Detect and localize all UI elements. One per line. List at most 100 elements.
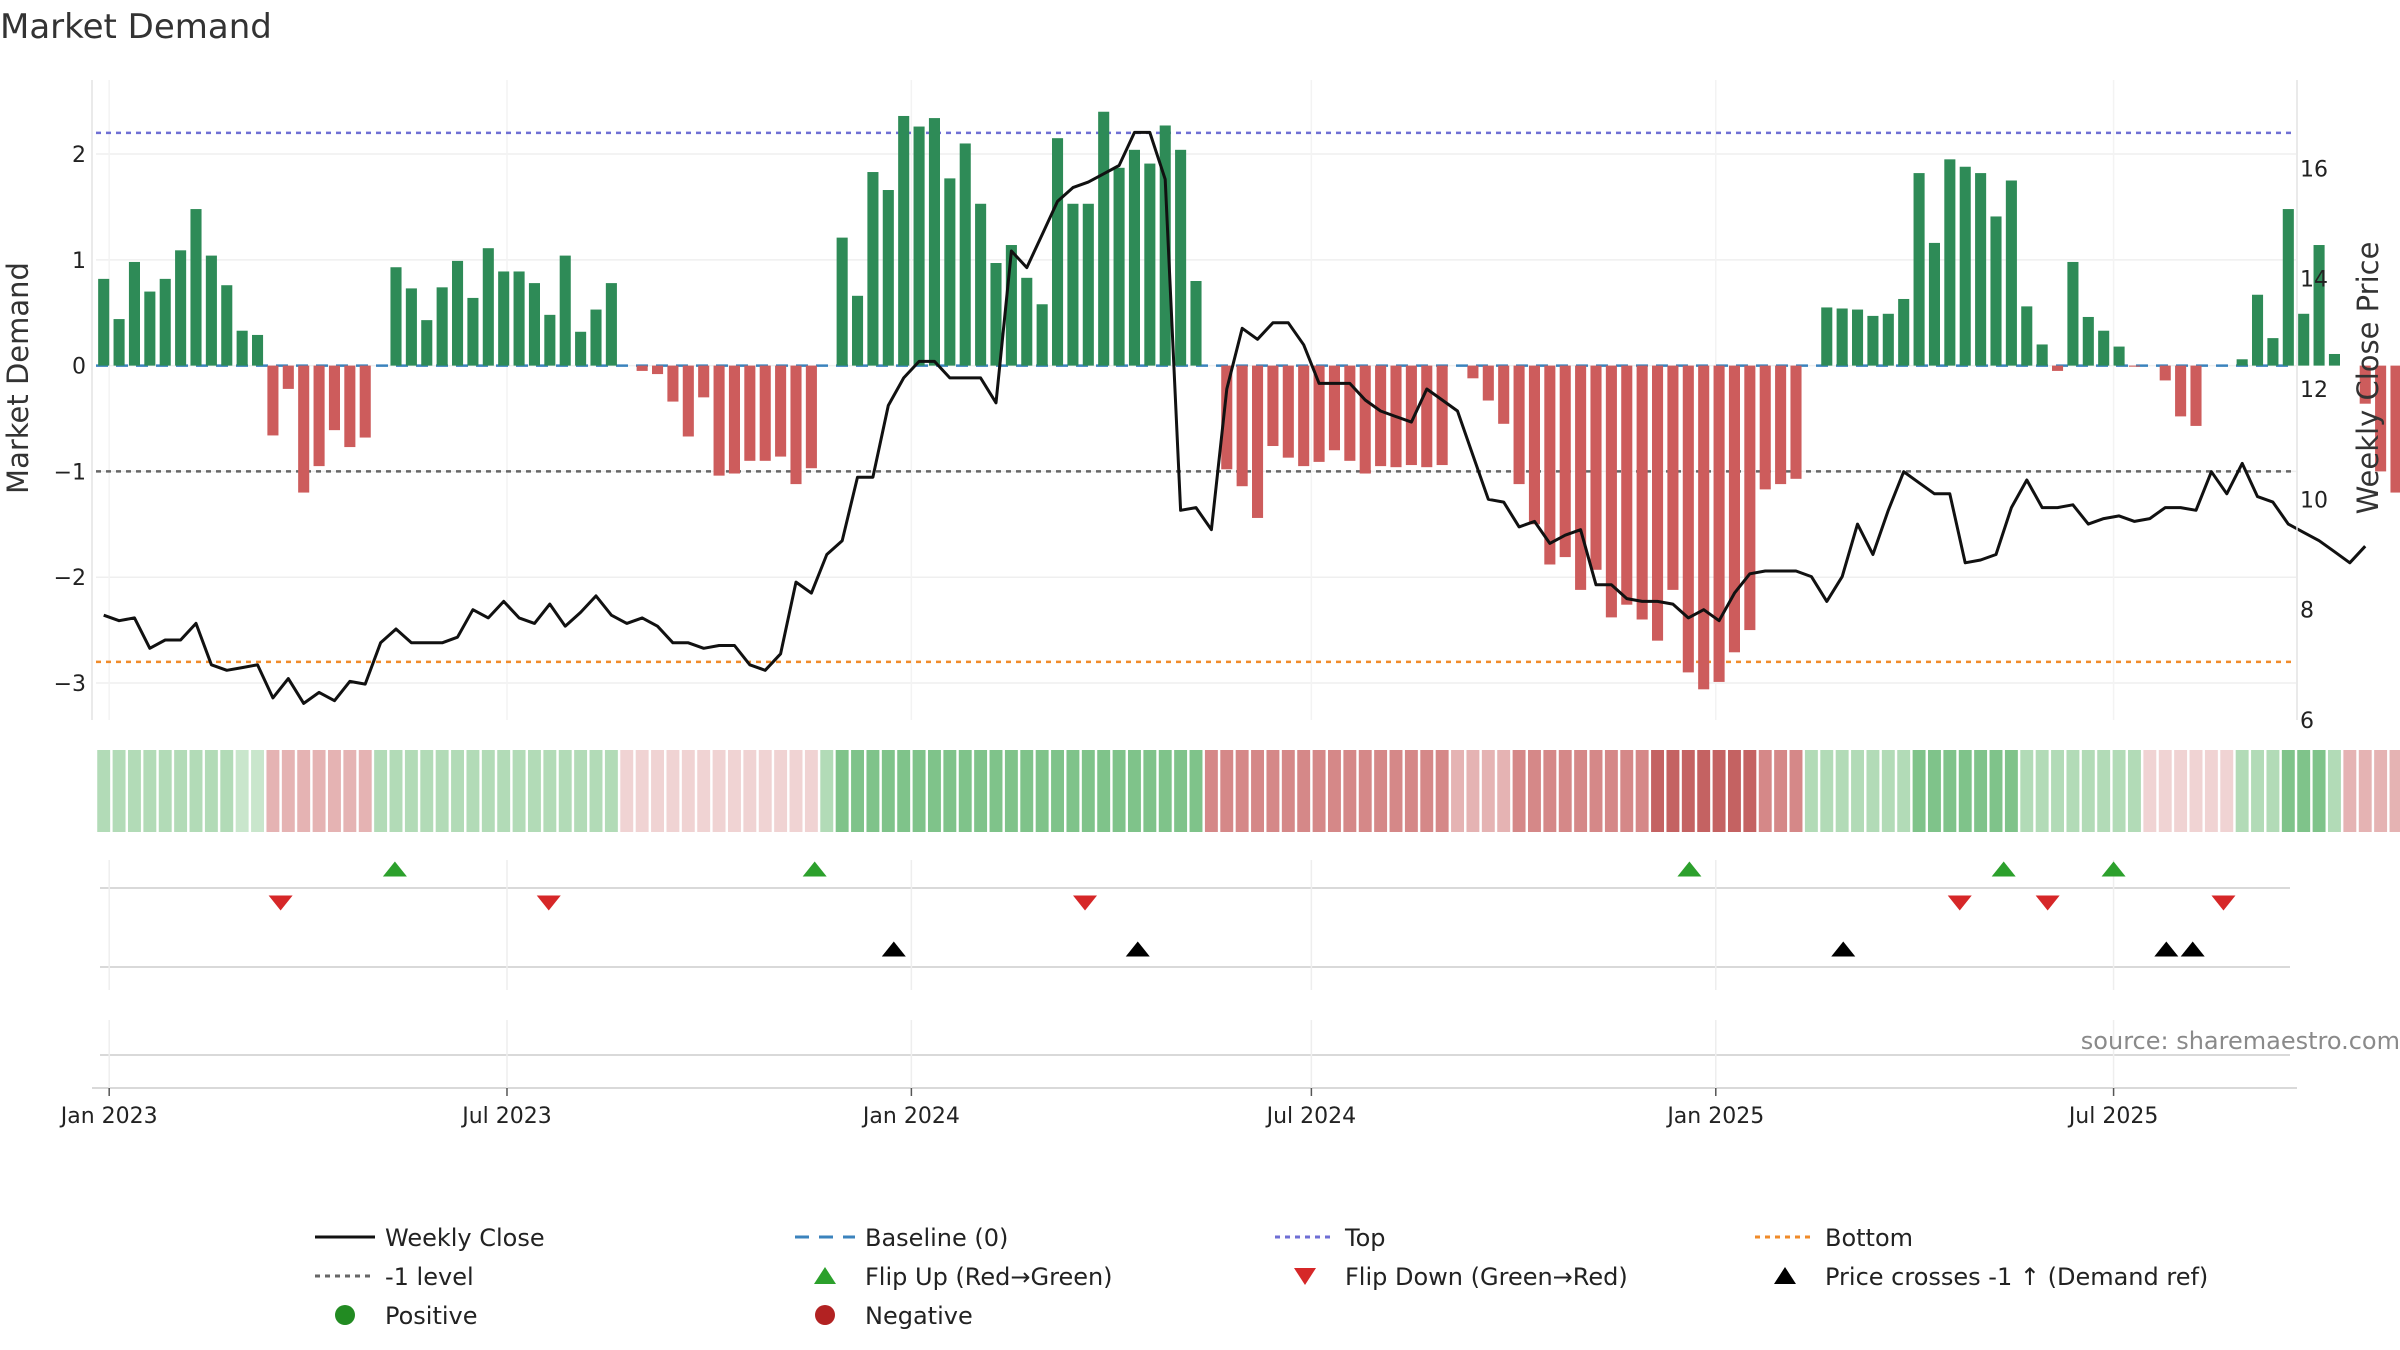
strip-cell [497, 750, 511, 832]
demand-bar [590, 309, 602, 366]
strip-cell [143, 750, 157, 832]
strip-cell [1989, 750, 2003, 832]
strip-cell [1774, 750, 1788, 832]
x-tick-label: Jul 2023 [460, 1104, 552, 1129]
strip-cell [758, 750, 772, 832]
demand-bar [1528, 365, 1540, 525]
strip-cell [328, 750, 341, 832]
demand-bar [498, 271, 510, 366]
demand-bar [1575, 365, 1587, 590]
strip-cell [512, 750, 526, 832]
price-cross-marker [1125, 941, 1150, 957]
strip-cell [681, 750, 695, 832]
price-cross-marker [881, 941, 906, 957]
demand-bar [959, 143, 971, 366]
demand-bar [2328, 353, 2340, 366]
demand-bar [1590, 365, 1602, 570]
strip-cell [1035, 750, 1049, 832]
right-axis-title: Weekly Close Price [2351, 242, 2385, 515]
strip-cell [881, 750, 895, 832]
demand-bar [452, 260, 464, 366]
strip-cell [1189, 750, 1203, 832]
strip-cell [1851, 750, 1864, 832]
demand-bar [805, 365, 817, 469]
demand-bar [852, 295, 864, 366]
strip-cell [2235, 750, 2249, 832]
demand-bar [1667, 365, 1679, 590]
strip-cell [2051, 750, 2064, 832]
demand-bar [282, 365, 294, 389]
strip-cell [2204, 750, 2218, 832]
price-cross-marker [1831, 941, 1856, 957]
legend-label: Price crosses -1 ↑ (Demand ref) [1825, 1263, 2208, 1291]
demand-bar [98, 278, 110, 366]
price-line-layer [103, 130, 2367, 705]
strip-cell [2312, 750, 2326, 832]
demand-bar [528, 283, 540, 366]
demand-bar [513, 271, 525, 366]
demand-bar [1467, 365, 1479, 379]
strip-cell [1835, 750, 1849, 832]
strip-cell [2112, 750, 2126, 832]
x-axis: Jan 2023 Jul 2023 Jan 2024 Jul 2024 Jan 2025… [59, 1088, 2158, 1129]
demand-bar [1928, 242, 1940, 366]
demand-bar [2190, 365, 2202, 426]
strip-cell [1235, 750, 1249, 832]
strip-cell [1604, 750, 1618, 832]
strip-cell [728, 750, 741, 832]
demand-bar [898, 115, 910, 366]
legend: Weekly Close Baseline (0) Top Bottom -1 leve… [315, 1224, 2208, 1330]
strip-cell [2343, 750, 2357, 832]
flip-down-marker [2035, 895, 2060, 911]
strip-cell [1712, 750, 1726, 832]
strip-cell [835, 750, 849, 832]
strip-cell [1158, 750, 1172, 832]
strip-cell [774, 750, 788, 832]
strip-cell [451, 750, 464, 832]
strip-cell [712, 750, 726, 832]
demand-bar [1728, 365, 1740, 653]
demand-bar [1144, 163, 1156, 366]
demand-bar [205, 255, 217, 366]
demand-bar [1021, 277, 1033, 366]
strip-cell [1666, 750, 1680, 832]
flip-down-marker [1073, 895, 1098, 911]
strip-cell [1081, 750, 1095, 832]
legend-item: Flip Down (Green→Red) [1294, 1263, 1628, 1291]
demand-bar [1005, 245, 1017, 366]
weekly-close-line [103, 130, 2367, 705]
flip-up-marker [2101, 861, 2126, 877]
strip-cell [1358, 750, 1372, 832]
strip-cell [1758, 750, 1772, 832]
demand-bar [575, 331, 587, 366]
legend-swatch [335, 1305, 355, 1325]
strip-cell [743, 750, 757, 832]
demand-bar [328, 365, 340, 431]
strip-cell [251, 750, 264, 832]
demand-bar [1836, 308, 1848, 366]
strip-cell [866, 750, 880, 832]
strip-cell [481, 750, 495, 832]
demand-bar [1267, 365, 1279, 447]
strip-cell [1789, 750, 1803, 832]
demand-bar [652, 365, 664, 375]
demand-bar [1759, 365, 1771, 490]
demand-bar [1605, 365, 1617, 618]
demand-bar [836, 237, 848, 366]
strip-cell [2189, 750, 2203, 832]
demand-bar [867, 172, 879, 366]
strip-cell [204, 750, 218, 832]
demand-bar [775, 365, 787, 457]
demand-bar [559, 255, 571, 366]
strip-cell [697, 750, 711, 832]
strip-cell [666, 750, 680, 832]
flip-down-marker [268, 895, 293, 911]
strip-cell [1112, 750, 1126, 832]
demand-bar [2298, 313, 2310, 366]
strip-cell [1866, 750, 1880, 832]
demand-bar [882, 190, 894, 366]
strip-cell [1528, 750, 1541, 832]
strip-cell [1328, 750, 1341, 832]
demand-bar [1636, 365, 1648, 620]
demand-bar [1913, 173, 1925, 366]
